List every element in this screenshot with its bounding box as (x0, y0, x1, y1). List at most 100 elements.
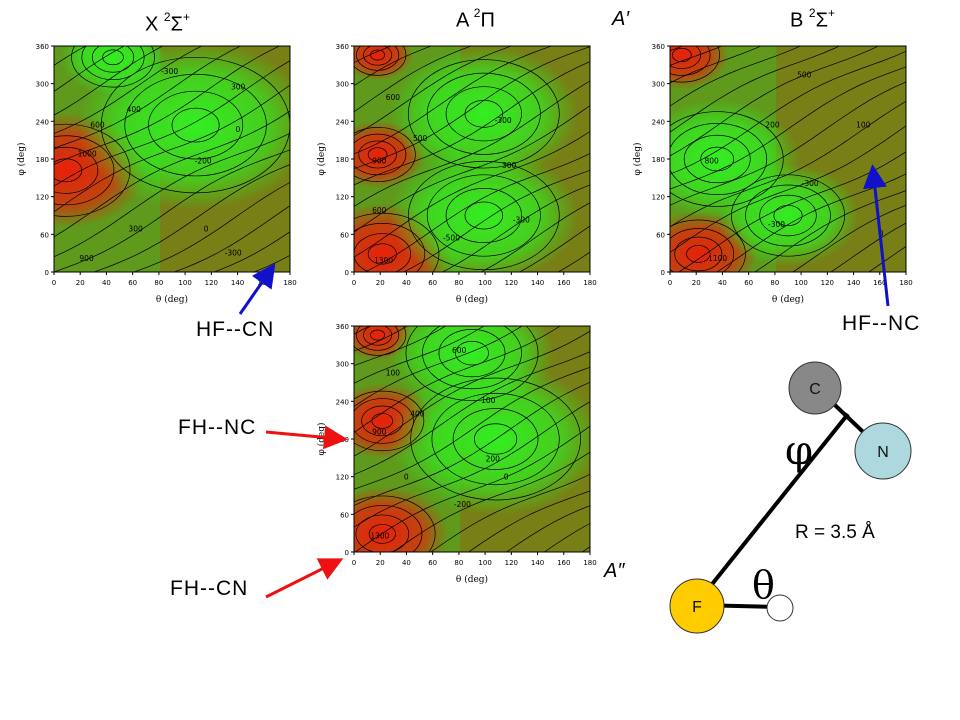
y-tick-label: 360 (336, 43, 349, 51)
label-hf-nc: HF--NC (842, 312, 921, 335)
contour-label: 900 (372, 427, 387, 436)
contour-label: 300 (502, 161, 517, 170)
x-tick-label: 40 (402, 279, 411, 287)
contour-label: -200 (195, 157, 212, 166)
atom-f-label: F (692, 599, 702, 616)
contour-label: -300 (513, 215, 530, 224)
contour-label: 0 (204, 224, 209, 233)
contour-fill (354, 326, 590, 552)
contour-label: -300 (161, 67, 178, 76)
contour-label: -200 (454, 500, 471, 509)
x-tick-label: 100 (794, 279, 807, 287)
contour-label: 300 (128, 224, 143, 233)
contour-label: 800 (704, 157, 719, 166)
x-tick-label: 40 (402, 559, 411, 567)
contour-label: 900 (79, 254, 94, 263)
x-tick-label: 60 (428, 279, 437, 287)
x-tick-label: 20 (692, 279, 701, 287)
contour-label: 0 (504, 473, 509, 482)
angle-theta: θ (752, 563, 775, 607)
x-tick-label: 140 (531, 559, 544, 567)
x-tick-label: 40 (102, 279, 111, 287)
y-tick-label: 120 (36, 194, 49, 202)
contour-label: 1300 (370, 531, 389, 540)
x-tick-label: 20 (376, 559, 385, 567)
x-tick-label: 80 (770, 279, 779, 287)
x-tick-label: 60 (428, 559, 437, 567)
x-axis-label: θ (deg) (772, 294, 804, 305)
x-tick-label: 60 (128, 279, 137, 287)
contour-label: 0 (404, 473, 409, 482)
y-tick-label: 300 (36, 81, 49, 89)
panel-title-a: A 2Π (456, 6, 495, 32)
y-tick-label: 0 (345, 549, 349, 557)
y-tick-label: 300 (336, 81, 349, 89)
x-tick-label: 180 (283, 279, 296, 287)
y-tick-label: 0 (45, 269, 49, 277)
x-tick-label: 160 (873, 279, 886, 287)
y-tick-label: 60 (40, 231, 49, 239)
label-r-distance: R = 3.5 Å (795, 522, 875, 543)
y-tick-label: 240 (336, 398, 349, 406)
arrow-hf-nc (863, 164, 890, 307)
contour-label: 600 (90, 120, 105, 129)
y-axis-label: φ (deg) (316, 422, 327, 455)
contour-label: -300 (802, 179, 819, 188)
atom-f: F (669, 578, 725, 634)
contour-label: 900 (372, 157, 387, 166)
x-tick-label: 100 (178, 279, 191, 287)
y-tick-label: 60 (656, 231, 665, 239)
x-tick-label: 60 (744, 279, 753, 287)
y-axis-label: φ (deg) (632, 142, 643, 175)
contour-fill (354, 46, 590, 272)
x-tick-label: 180 (899, 279, 912, 287)
contour-label: 100 (856, 120, 871, 129)
x-axis-label: θ (deg) (456, 574, 488, 585)
y-tick-label: 180 (336, 156, 349, 164)
y-tick-label: 240 (36, 118, 49, 126)
x-tick-label: 20 (76, 279, 85, 287)
x-tick-label: 120 (205, 279, 218, 287)
contour-label: -300 (225, 249, 242, 258)
contour-label: 1100 (708, 254, 727, 263)
angle-phi: φ (785, 428, 813, 474)
y-tick-label: 180 (36, 156, 49, 164)
y-tick-label: 60 (340, 231, 349, 239)
arrow-fh-nc (265, 425, 348, 450)
contour-label: 100 (481, 396, 496, 405)
panel-title-x: X 2Σ+ (145, 10, 190, 36)
contour-label: -300 (768, 220, 785, 229)
contour-fill (54, 46, 290, 272)
atom-h (766, 594, 794, 622)
contour-label: 600 (386, 93, 401, 102)
contour-label: 600 (372, 206, 387, 215)
x-tick-label: 100 (478, 279, 491, 287)
contour-label: 400 (127, 105, 142, 114)
contour-label: 500 (797, 71, 812, 80)
contour-label: -300 (495, 116, 512, 125)
y-tick-label: 360 (652, 43, 665, 51)
bond-f-c (695, 412, 850, 605)
arrow-hf-cn (238, 263, 276, 315)
arrow-fh-cn (265, 558, 344, 599)
x-tick-label: 80 (154, 279, 163, 287)
atom-n: N (854, 422, 912, 480)
y-tick-label: 360 (336, 323, 349, 331)
atom-n-label: N (877, 444, 889, 461)
y-tick-label: 60 (340, 511, 349, 519)
contour-label: 600 (452, 346, 467, 355)
x-tick-label: 140 (847, 279, 860, 287)
y-tick-label: 120 (336, 194, 349, 202)
x-tick-label: 180 (583, 559, 596, 567)
y-tick-label: 300 (336, 361, 349, 369)
y-tick-label: 300 (652, 81, 665, 89)
label-hf-cn: HF--CN (196, 318, 275, 341)
y-tick-label: 240 (652, 118, 665, 126)
x-tick-label: 0 (352, 559, 356, 567)
x-tick-label: 80 (454, 559, 463, 567)
x-tick-label: 0 (352, 279, 356, 287)
label-fh-cn: FH--CN (170, 577, 249, 600)
contour-label: 400 (410, 409, 425, 418)
